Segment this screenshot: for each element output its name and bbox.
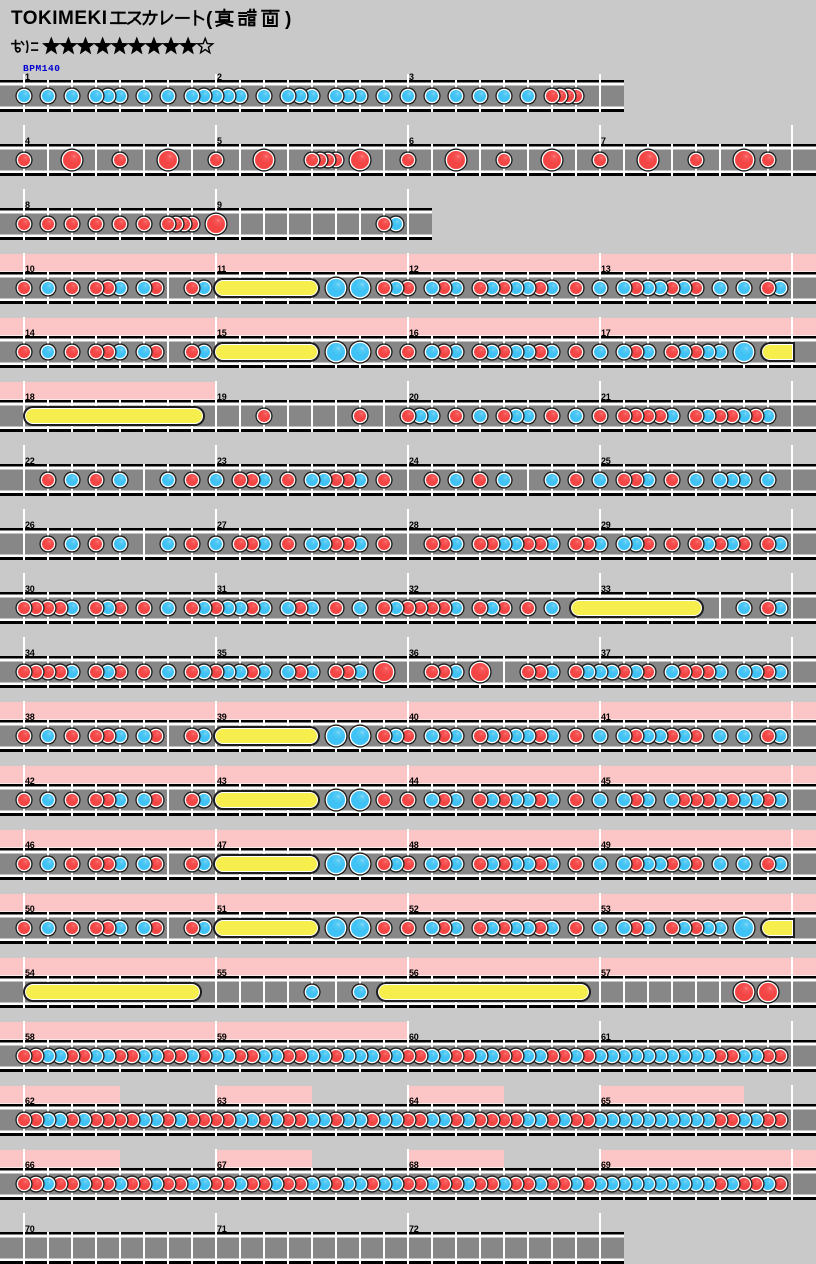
svg-text:TOKIMEKI: TOKIMEKI bbox=[11, 8, 108, 29]
svg-text:): ) bbox=[285, 9, 291, 30]
svg-text:(: ( bbox=[206, 9, 213, 30]
